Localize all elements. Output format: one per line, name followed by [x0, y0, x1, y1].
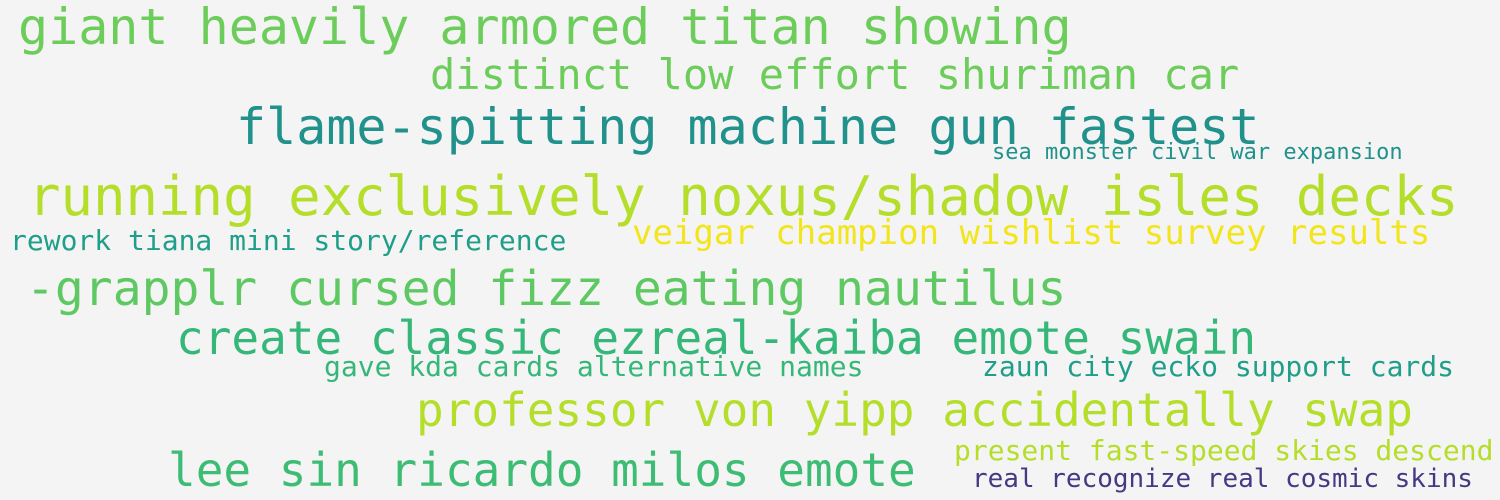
word-cloud-phrase: professor von yipp accidentally swap	[416, 383, 1413, 437]
word-cloud-phrase: gave kda cards alternative names	[324, 350, 864, 383]
word-cloud-phrase: -grapplr cursed fizz eating nautilus	[26, 261, 1067, 317]
word-cloud-phrase: giant heavily armored titan showing	[18, 0, 1072, 56]
word-cloud-phrase: veigar champion wishlist survey results	[632, 213, 1431, 253]
word-cloud-phrase: flame-spitting machine gun fastest	[236, 98, 1260, 156]
word-cloud-phrase: lee sin ricardo milos emote	[168, 443, 916, 497]
word-cloud-phrase: present fast-speed skies descend	[954, 434, 1494, 467]
word-cloud-phrase: sea monster civil war expansion	[992, 140, 1403, 165]
word-cloud-phrase: distinct low effort shuriman car	[430, 50, 1240, 99]
word-cloud-phrase: zaun city ecko support cards	[982, 350, 1455, 383]
word-cloud-phrase: rework tiana mini story/reference	[10, 224, 567, 257]
word-cloud-phrase: real recognize real cosmic skins	[972, 464, 1473, 494]
word-cloud-phrase: running exclusively noxus/shadow isles d…	[28, 165, 1459, 228]
word-cloud-phrase: create classic ezreal-kaiba emote swain	[176, 311, 1257, 365]
